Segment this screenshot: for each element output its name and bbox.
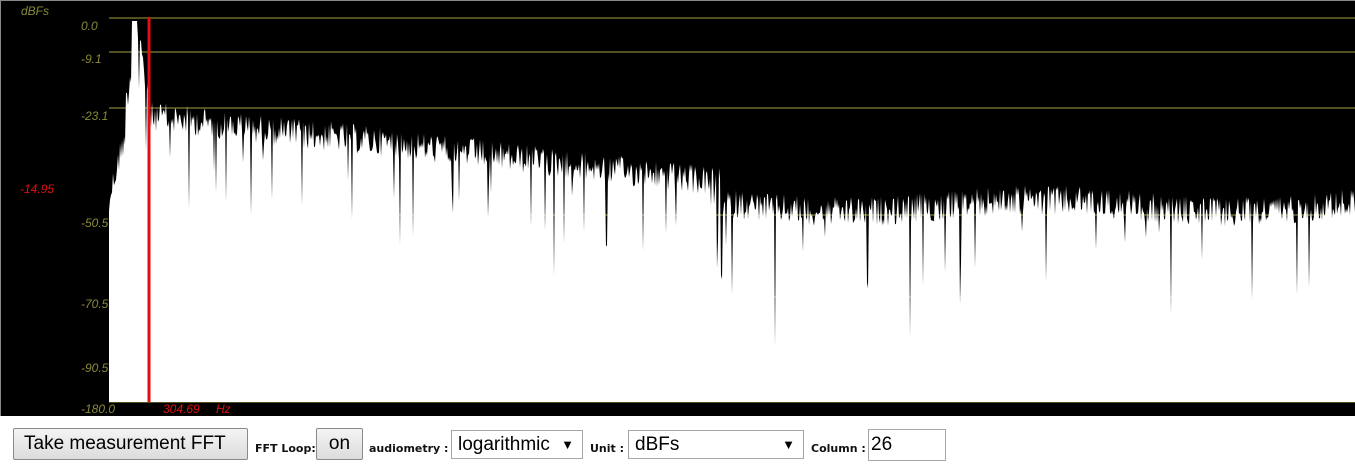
cursor-frequency-label: 304.69 [163, 402, 200, 416]
y-tick-label: -70.5 [81, 297, 109, 311]
y-tick-label: -23.1 [81, 109, 108, 123]
unit-label: Unit : [590, 442, 625, 455]
y-tick-label: 0.0 [81, 19, 98, 33]
fft-spectrum-plot: dBFs 0.0 -9.1 -23.1 -50.5 -70.5 -90.5 -1… [0, 0, 1355, 416]
dropdown-arrow-icon: ▼ [561, 437, 574, 452]
bottom-left-label: -180.0 [81, 402, 115, 416]
unit-select[interactable]: dBFs ▼ [628, 430, 804, 459]
spectrum-fill [109, 21, 1355, 402]
y-tick-label: -90.5 [81, 361, 109, 375]
column-input[interactable]: 26 [868, 429, 946, 461]
spectrum-canvas: dBFs 0.0 -9.1 -23.1 -50.5 -70.5 -90.5 -1… [20, 4, 1355, 416]
fft-loop-label: FFT Loop: [255, 442, 316, 455]
unit-value: dBFs [635, 434, 680, 455]
dropdown-arrow-icon: ▼ [782, 437, 795, 452]
fft-loop-toggle[interactable]: on [316, 428, 363, 460]
toolbar: Take measurement FFT FFT Loop: on audiom… [0, 416, 1355, 467]
cursor-value-label: -14.95 [20, 182, 54, 196]
y-tick-label: -9.1 [81, 52, 102, 66]
cursor-frequency-unit: Hz [216, 402, 231, 416]
y-tick-label: -50.5 [81, 216, 109, 230]
audiometry-select[interactable]: logarithmic ▼ [451, 430, 583, 459]
column-label: Column : [811, 442, 866, 455]
audiometry-label: audiometry : [369, 442, 449, 455]
unit-label: dBFs [21, 4, 49, 18]
audiometry-value: logarithmic [458, 434, 550, 455]
take-measurement-button[interactable]: Take measurement FFT [13, 428, 248, 460]
